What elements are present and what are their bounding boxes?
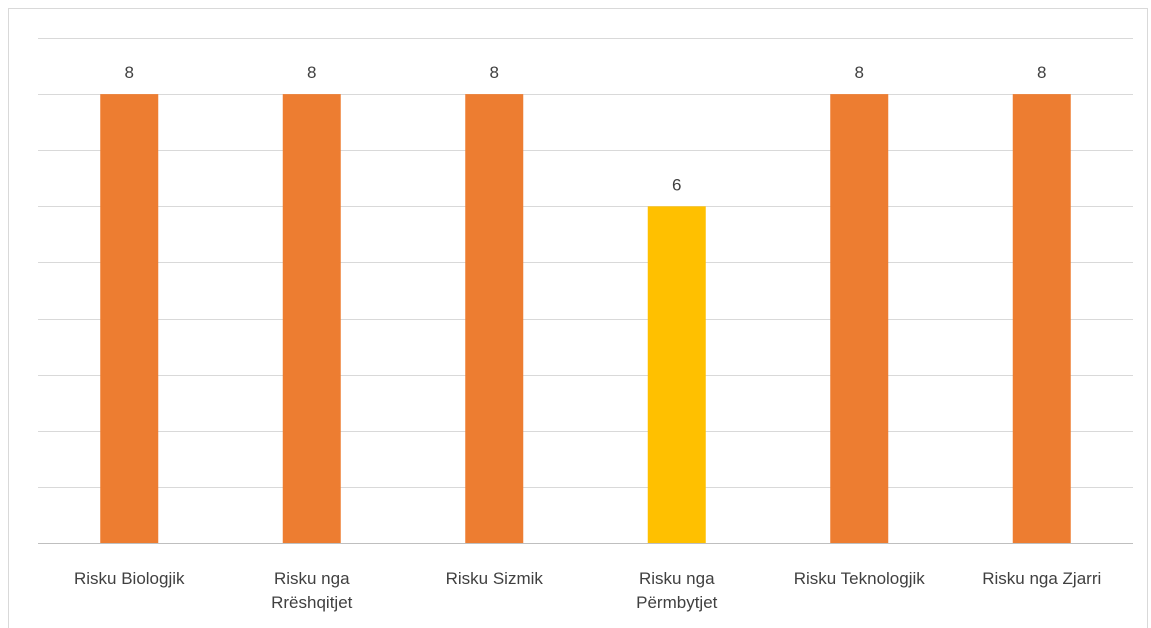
chart-frame <box>8 8 1148 628</box>
x-tick-label: Risku Teknologjik <box>794 569 926 588</box>
data-labels: 8 8 8 6 8 8 <box>125 63 1047 194</box>
x-tick-label: Përmbytjet <box>636 593 718 612</box>
x-tick-label: Rrëshqitjet <box>271 593 353 612</box>
x-tick-label: Risku nga Zjarri <box>982 569 1101 588</box>
data-label: 8 <box>307 63 316 82</box>
data-label: 8 <box>490 63 499 82</box>
data-label: 8 <box>1037 63 1046 82</box>
x-tick-label: Risku nga <box>639 569 715 588</box>
data-label: 6 <box>672 175 681 194</box>
x-tick-label: Risku nga <box>274 569 350 588</box>
bar <box>282 94 341 543</box>
bar <box>647 206 706 544</box>
x-tick-labels: Risku Biologjik Risku nga Rrëshqitjet Risku… <box>74 569 1101 612</box>
bar <box>1012 94 1071 543</box>
gridlines <box>38 38 1133 544</box>
x-tick-label: Risku Sizmik <box>446 569 544 588</box>
x-tick-label: Risku Biologjik <box>74 569 185 588</box>
data-label: 8 <box>855 63 864 82</box>
data-label: 8 <box>125 63 134 82</box>
bar <box>465 94 524 543</box>
bar <box>830 94 889 543</box>
bar <box>100 94 159 543</box>
bars <box>100 94 1071 544</box>
